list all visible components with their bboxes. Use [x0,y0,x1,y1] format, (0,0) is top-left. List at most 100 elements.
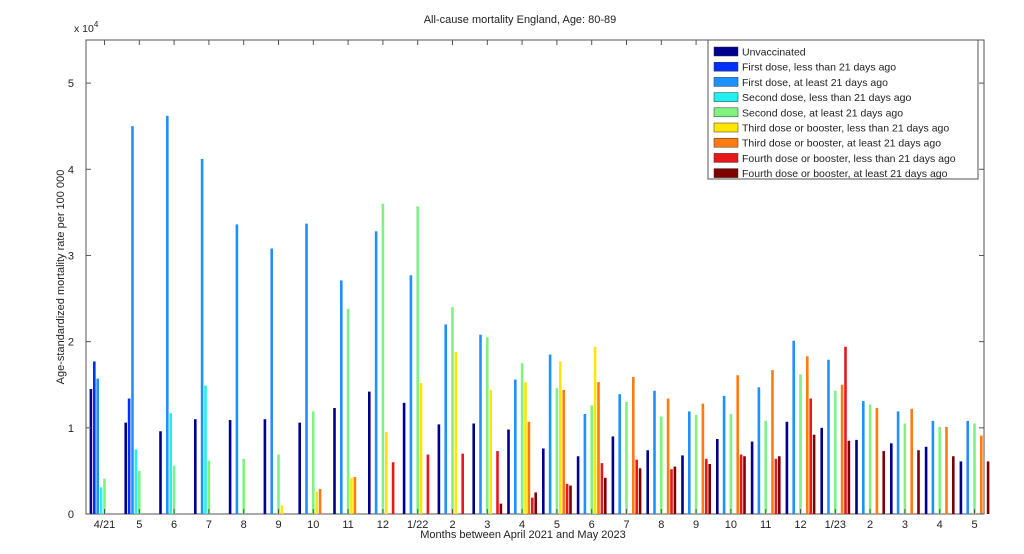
bar [973,423,976,514]
bar [527,421,531,514]
bar [590,405,593,514]
bar [945,426,948,514]
bar [827,359,830,514]
bar [597,382,600,514]
bar [660,416,663,514]
bar [750,441,754,514]
bar [862,401,865,514]
x-tick-label: 2 [867,519,873,531]
bar [722,395,726,514]
legend-label: Second dose, less than 21 days ago [742,92,911,104]
bar [350,477,353,514]
bar [847,440,851,514]
bar [757,387,761,514]
bar [207,460,211,514]
bar [159,431,162,514]
bar [840,384,844,514]
bar [600,463,604,514]
bar [531,497,534,514]
bar [496,451,499,514]
bar [514,379,517,514]
bar [666,398,670,514]
bar [131,126,134,515]
x-tick-label: 9 [693,519,699,531]
bar [426,454,430,514]
bar [875,408,879,514]
legend-swatch [713,107,739,118]
bar [228,420,232,514]
legend-label: Second dose, at least 21 days ago [742,107,903,119]
bar [263,419,267,514]
bar [548,354,552,514]
x-tick-label: 1/22 [407,519,428,531]
bar [416,206,419,514]
bar [896,411,900,514]
x-tick-label: 1/23 [825,519,846,531]
bar [507,429,510,514]
bar [774,458,778,514]
x-tick-label: 7 [206,519,212,531]
bar [959,461,963,514]
legend-label: Third dose or booster, at least 21 days … [742,138,941,150]
bar [890,443,893,514]
bar [99,487,103,514]
bar [534,492,537,514]
bar [138,470,141,514]
bar [625,401,628,514]
bar [461,453,464,514]
bar [611,436,615,514]
legend-label: Unvaccinated [742,47,806,59]
y-exponent-base: x 10 [74,23,94,35]
bar [277,454,280,514]
bar [127,398,131,514]
bar [96,378,99,514]
bar [562,389,565,514]
x-tick-label: 5 [971,519,977,531]
bar [385,432,388,514]
bar [834,390,837,514]
legend-swatch [713,137,739,148]
bar [576,456,580,514]
bar [708,464,711,514]
bar [938,426,941,514]
bar [855,439,858,514]
bar [931,420,935,514]
bar [520,363,524,514]
bar [419,383,423,514]
bar [980,435,983,514]
bar [479,334,482,514]
bar [555,388,559,514]
bar [280,505,284,514]
bar [499,503,503,514]
bar [204,385,207,514]
bar [736,375,739,514]
legend-label: Third dose or booster, less than 21 days… [742,123,949,135]
bar [340,280,343,514]
legend-box [707,39,979,180]
bar [806,356,809,514]
bar [298,422,301,514]
x-tick-label: 11 [342,519,353,531]
bar [542,448,545,514]
legend-swatch [713,153,739,163]
legend-label: First dose, less than 21 days ago [742,62,896,74]
bar [638,468,642,514]
bar [799,374,802,514]
x-tick-label: 12 [794,519,806,531]
bar [764,420,767,514]
bar [681,455,684,514]
bar [93,361,96,514]
bar [635,459,638,514]
bar [89,389,93,514]
bar [200,158,204,514]
bar [910,408,913,514]
bar [368,391,371,514]
bar [318,489,322,514]
bar [472,423,475,514]
bar [868,404,872,514]
bar [315,491,318,514]
y-axis-ticks: 0 1 2 3 4 5 [68,78,984,521]
legend-label: First dose, at least 21 days ago [742,77,888,89]
bar [451,307,454,514]
